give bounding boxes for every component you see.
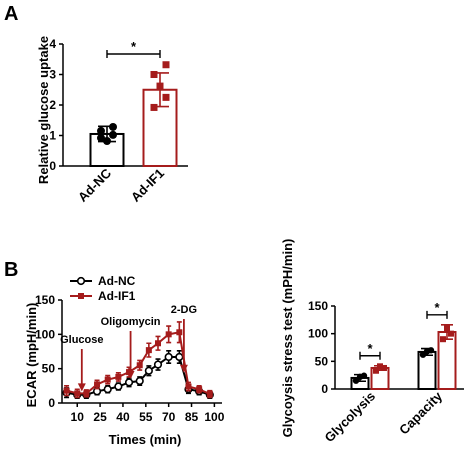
chart-b-point	[144, 366, 153, 375]
chart-c-point	[352, 377, 360, 384]
chart-b-point	[103, 385, 112, 394]
chart-c-category-label: Glycolysis	[322, 389, 379, 446]
chart-b-point	[175, 352, 184, 362]
chart-c-point	[381, 364, 387, 371]
chart-b-point	[83, 390, 90, 397]
chart-b-point	[136, 362, 143, 369]
chart-b-annotation-label: 2-DG	[171, 304, 197, 316]
chart-b-ylabel: ECAR (mpH/min)	[24, 303, 39, 408]
chart-b-annotation-label: Oligomycin	[101, 316, 161, 328]
chart-c-ytick-label: 0	[321, 382, 328, 396]
chart-c-sig-star: *	[434, 300, 440, 315]
chart-a-point	[97, 133, 105, 142]
chart-b-xtick-label: 25	[93, 410, 107, 424]
chart-a-category-label: Ad-NC	[75, 165, 115, 205]
chart-c-point	[423, 348, 431, 355]
chart-b-xtick-label: 100	[204, 410, 224, 424]
chart-b-annotation-arrowhead	[77, 383, 86, 392]
chart-a-ytick-label: 3	[49, 68, 56, 82]
chart-b-ytick-label: 150	[35, 293, 55, 307]
chart-b-ecar-line: ECAR (mpH/min) Times (min) 0 50 100 150 10 25…	[24, 274, 225, 447]
chart-a-point	[162, 61, 170, 69]
chart-a-point	[162, 93, 170, 101]
chart-b-legend-marker	[76, 276, 86, 286]
chart-b-point	[196, 386, 203, 393]
chart-a-point	[156, 82, 164, 90]
chart-b-xtick-label: 70	[162, 410, 176, 424]
chart-b-legend-label: Ad-NC	[98, 274, 136, 288]
chart-b-legend-label: Ad-IF1	[98, 289, 136, 303]
chart-b-annotation-arrowhead	[126, 370, 135, 379]
chart-b-point	[176, 329, 183, 336]
chart-b-point	[135, 376, 144, 386]
chart-a-ytick-label: 4	[49, 37, 56, 51]
chart-b-xlabel: Times (min)	[109, 432, 182, 447]
chart-c-point	[356, 373, 364, 381]
chart-a-ylabel: Relative glucose uptake	[36, 36, 51, 184]
chart-b-point	[94, 381, 101, 388]
chart-c-point	[377, 363, 383, 370]
chart-a-category-label: Ad-IF1	[128, 166, 167, 205]
chart-c-point	[440, 336, 446, 343]
chart-c-point	[448, 330, 454, 337]
chart-b-point	[155, 340, 161, 347]
chart-b-point	[185, 383, 192, 390]
chart-b-point	[115, 373, 122, 380]
chart-c-sig-bracket	[359, 351, 381, 360]
chart-b-point	[165, 331, 172, 338]
panel-a-letter: A	[4, 3, 18, 25]
chart-a-sig-bracket	[106, 50, 161, 58]
chart-b-ytick-label: 0	[48, 396, 55, 410]
chart-c-category-label: Capacity	[396, 388, 445, 437]
chart-c-sig-bracket	[426, 310, 448, 319]
chart-c-point	[444, 325, 450, 332]
chart-b-point	[124, 378, 134, 387]
chart-c-bar	[417, 350, 437, 390]
chart-b-xtick-label: 55	[139, 410, 153, 424]
chart-b-xtick-label: 85	[185, 410, 199, 424]
chart-c-point	[373, 367, 379, 374]
chart-b-point	[63, 387, 70, 394]
chart-b-xtick-label: 10	[71, 410, 85, 424]
chart-b-point	[74, 390, 81, 397]
chart-b-point	[153, 360, 163, 369]
chart-a-point	[150, 103, 158, 111]
chart-c-ytick-label: 100	[308, 327, 328, 341]
chart-a-point	[150, 71, 158, 78]
chart-c-ytick-label: 150	[308, 299, 328, 313]
chart-c-sig-star: *	[367, 341, 373, 356]
chart-a-ytick-label: 1	[49, 129, 56, 143]
chart-a-point	[97, 126, 105, 135]
chart-a-ytick-label: 0	[49, 159, 56, 173]
chart-b-xtick-label: 40	[116, 410, 130, 424]
chart-a-point	[103, 136, 111, 145]
chart-a-point	[109, 122, 117, 131]
chart-a-sig-star: *	[131, 39, 137, 54]
chart-b-point	[164, 352, 173, 362]
chart-b-annotation-arrowhead	[179, 364, 188, 373]
panel-b-letter: B	[4, 259, 18, 281]
chart-b-ytick-label: 100	[35, 327, 55, 341]
chart-c-ytick-label: 50	[315, 354, 329, 368]
chart-b-point	[206, 391, 213, 398]
chart-b-point	[145, 347, 152, 354]
chart-b-point	[104, 376, 111, 383]
chart-c-stress-test: Glycoysis stress test (mPH/min) 0 50 100 15…	[280, 239, 464, 445]
chart-b-point	[114, 382, 123, 391]
chart-a-point	[109, 130, 117, 139]
chart-b-ytick-label: 50	[42, 362, 56, 376]
chart-c-ylabel: Glycoysis stress test (mPH/min)	[280, 239, 295, 438]
chart-b-annotation-label: Glucose	[60, 334, 103, 346]
chart-b-legend-marker	[78, 293, 84, 299]
chart-a-glucose-uptake: Relative glucose uptake 0 1 2 3 4 Ad-NC Ad-IF1…	[36, 36, 188, 205]
chart-a-ytick-label: 2	[49, 98, 56, 112]
